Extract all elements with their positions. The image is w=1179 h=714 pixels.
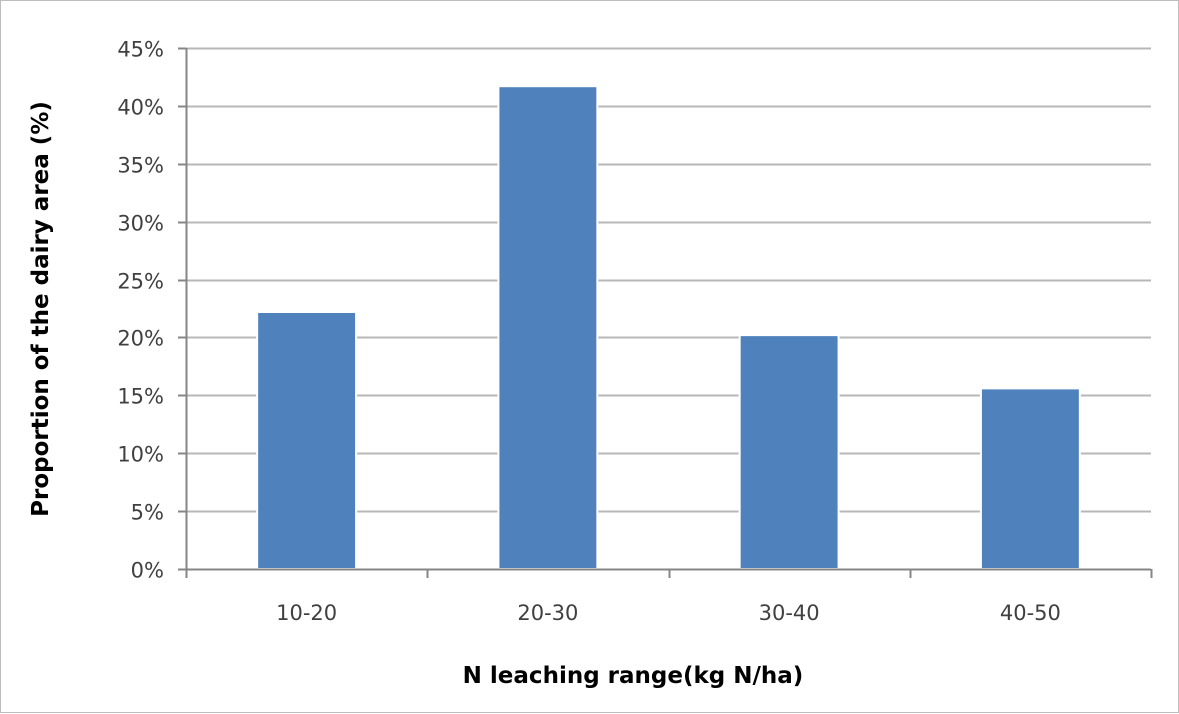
bars: [256, 85, 1081, 570]
y-tick-label: 30%: [117, 212, 164, 236]
y-tick-label: 0%: [131, 559, 164, 583]
axes: [178, 47, 1153, 578]
y-tick-label: 15%: [117, 385, 164, 409]
bar-10-20: [256, 310, 358, 570]
x-tick-label: 40-50: [1000, 601, 1061, 625]
y-tick-label: 25%: [117, 270, 164, 294]
bar-20-30: [497, 85, 599, 570]
y-tick-label: 45%: [117, 38, 164, 62]
bar-40-50: [979, 387, 1081, 570]
bar-30-40: [738, 334, 840, 570]
y-tick-label: 40%: [117, 96, 164, 120]
y-tick-label: 10%: [117, 443, 164, 467]
x-tick-label: 10-20: [276, 601, 337, 625]
x-tick-label: 20-30: [517, 601, 578, 625]
y-tick-label: 5%: [131, 501, 164, 525]
y-axis-title: Proportion of the dairy area (%): [28, 101, 54, 517]
y-tick-labels: 0% 5% 10% 15% 20% 25% 30% 35% 40% 45%: [117, 38, 164, 583]
y-tick-label: 35%: [117, 154, 164, 178]
x-tick-labels: 10-20 20-30 30-40 40-50: [276, 601, 1061, 625]
x-axis-title: N leaching range(kg N/ha): [463, 663, 804, 689]
y-tick-label: 20%: [117, 327, 164, 351]
x-tick-label: 30-40: [759, 601, 820, 625]
